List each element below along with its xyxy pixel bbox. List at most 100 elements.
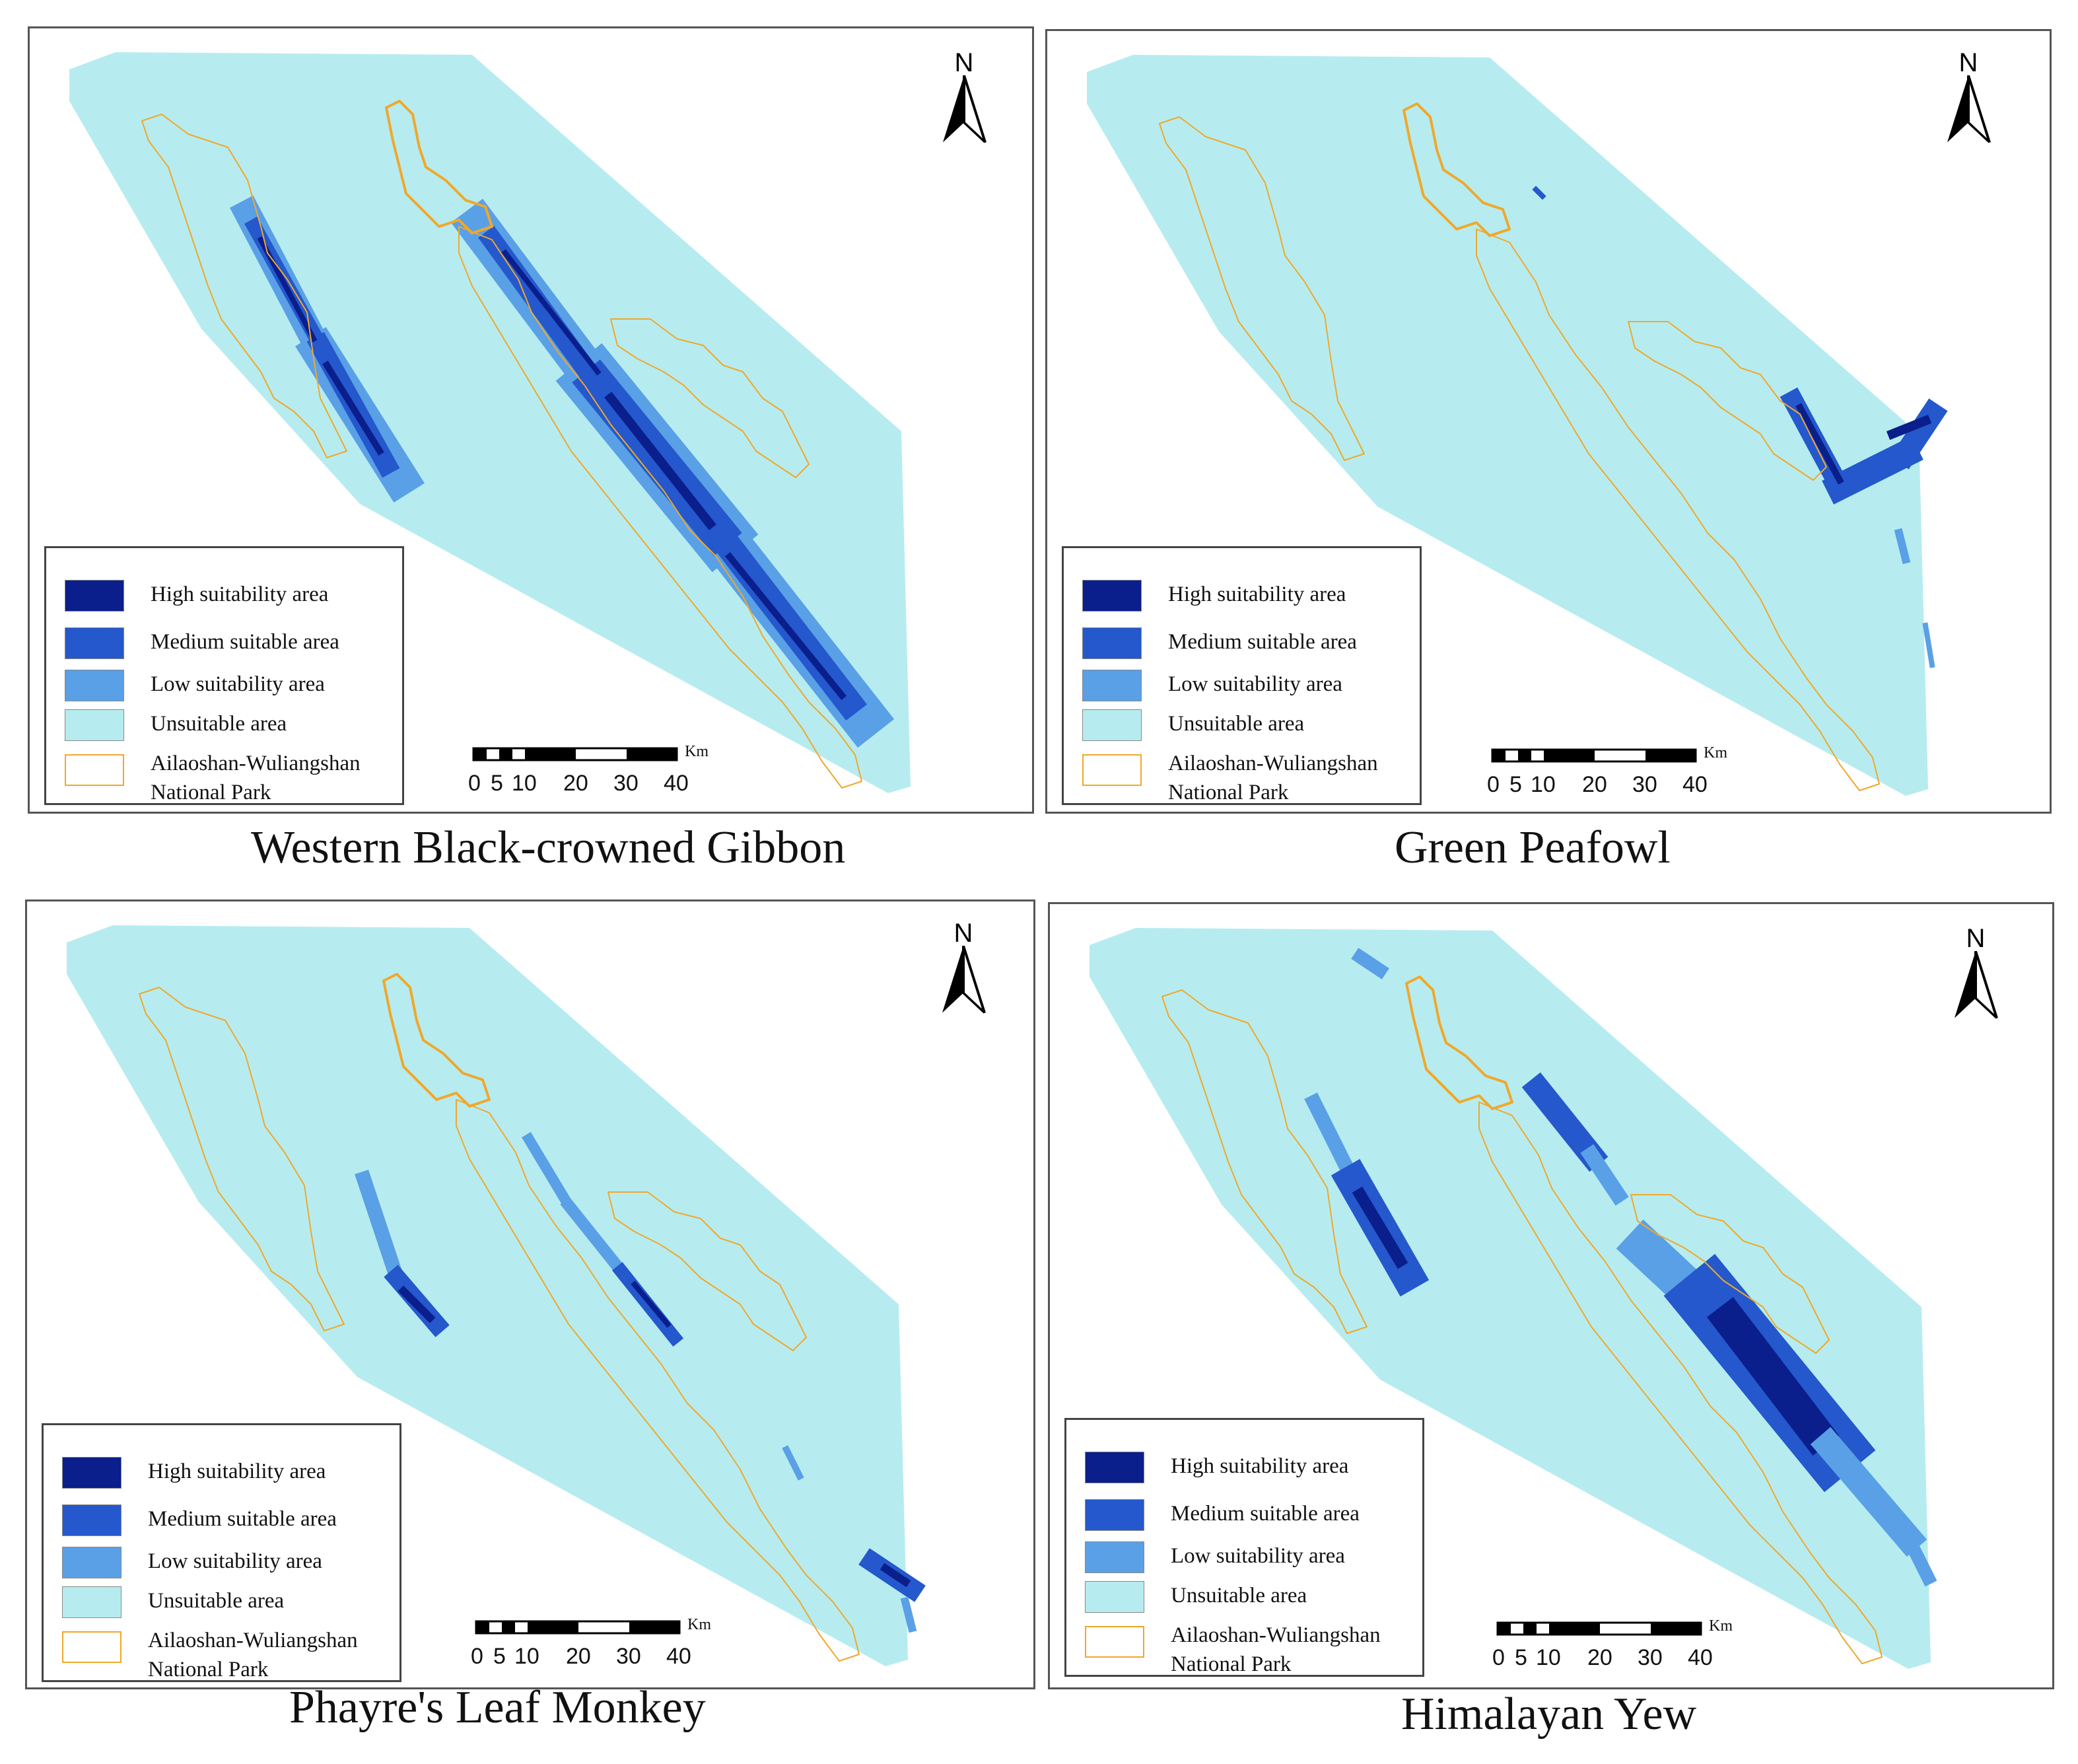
park-boundary [1478, 1102, 1883, 1664]
legend-label: Low suitability area [151, 672, 325, 696]
park-boundary [1628, 321, 1827, 481]
map-panel-peafowl: N Km 0 5 10 20 30 40 High suitability ar… [1045, 29, 2052, 814]
park-boundary [1476, 229, 1880, 791]
legend-swatch [1085, 1452, 1144, 1483]
park-boundary [610, 318, 810, 478]
scale-tick: 10 [512, 771, 537, 796]
legend: High suitability area Medium suitable are… [42, 1423, 401, 1682]
scale-bar: Km 0 5 10 20 30 40 [1492, 1617, 1774, 1674]
park-boundary [458, 226, 862, 789]
legend-label: High suitability area [1171, 1454, 1349, 1478]
legend-label: Medium suitable area [1168, 630, 1357, 654]
north-label: N [953, 919, 973, 948]
study-area [67, 925, 908, 1666]
scale-tick: 5 [491, 771, 503, 796]
scale-tick: 30 [1632, 772, 1657, 797]
scale-bar: Km 0 5 10 20 30 40 [471, 1616, 752, 1673]
legend-label: Unsuitable area [1171, 1584, 1307, 1607]
legend-swatch [1085, 1499, 1144, 1531]
legend-label: High suitability area [151, 582, 329, 606]
legend-swatch [1082, 709, 1142, 741]
north-label: N [1966, 924, 1986, 953]
scale-tick: 10 [1531, 772, 1556, 797]
legend-swatch [1082, 627, 1142, 659]
scale-bar-graphic [1491, 748, 1697, 763]
legend-swatch [1082, 580, 1142, 612]
legend-swatch [62, 1631, 121, 1663]
map-panel-yew: N Km 0 5 10 20 30 40 High suitability ar… [1048, 902, 2054, 1689]
scale-tick: 40 [1688, 1645, 1713, 1670]
map-canvas [1090, 928, 1937, 1669]
legend-label: Medium suitable area [151, 630, 339, 654]
legend-label: Ailaoshan-Wuliangshan National Park [148, 1626, 358, 1684]
map-canvas [67, 925, 926, 1666]
panel-caption: Himalayan Yew [1401, 1689, 1697, 1740]
legend: High suitability area Medium suitable are… [1062, 546, 1422, 805]
legend-label: Ailaoshan-Wuliangshan National Park [151, 749, 361, 807]
legend-label: Medium suitable area [148, 1507, 337, 1531]
legend-swatch [62, 1457, 121, 1489]
legend: High suitability area Medium suitable are… [44, 546, 404, 805]
scale-unit: Km [1709, 1617, 1733, 1635]
suitability-patch [355, 1170, 406, 1287]
legend-swatch [1085, 1581, 1144, 1613]
study-area [1090, 928, 1931, 1669]
legend-label: Low suitability area [148, 1549, 322, 1573]
study-area [1087, 55, 1928, 796]
suitability-patch [782, 1445, 804, 1481]
suitability-patch [1532, 186, 1546, 200]
scale-tick: 5 [1515, 1645, 1527, 1670]
park-boundary [139, 987, 345, 1331]
suitability-patch [501, 249, 602, 376]
legend-label: Unsuitable area [151, 712, 287, 736]
legend-label: Low suitability area [1171, 1544, 1345, 1568]
legend-label: High suitability area [1168, 582, 1346, 606]
scale-bar-graphic [1496, 1621, 1702, 1636]
panel-caption: Green Peafowl [1395, 822, 1671, 873]
park-boundary [607, 1191, 807, 1351]
suitability-patch [1521, 1072, 1609, 1172]
scale-tick: 40 [666, 1644, 691, 1669]
legend-label: Unsuitable area [1168, 712, 1305, 736]
legend-label-line: National Park [148, 1658, 269, 1681]
north-arrow-icon [942, 945, 986, 1014]
park-boundary [1630, 1194, 1830, 1354]
scale-tick: 5 [493, 1644, 506, 1669]
suitability-patch [478, 226, 611, 399]
park-boundary [456, 1099, 860, 1662]
legend-label-line: Ailaoshan-Wuliangshan [1168, 752, 1378, 775]
park-boundary [1159, 116, 1365, 461]
park-boundary [1403, 102, 1511, 237]
legend-label: Unsuitable area [148, 1589, 285, 1613]
scale-tick: 0 [1487, 772, 1500, 797]
legend-swatch [1085, 1541, 1144, 1573]
park-boundary [385, 100, 493, 234]
scale-tick: 30 [616, 1644, 641, 1669]
suitability-patch [880, 1563, 911, 1588]
north-arrow-icon [1955, 950, 1998, 1019]
scale-bar-graphic [472, 747, 678, 761]
suitability-patch [1894, 528, 1911, 565]
scale-unit: Km [687, 1616, 711, 1633]
suitability-patch [1580, 1144, 1629, 1206]
suitability-patch [1899, 1529, 1937, 1587]
legend-label-line: Ailaoshan-Wuliangshan [151, 752, 361, 775]
scale-bar: Km 0 5 10 20 30 40 [468, 743, 749, 800]
legend-swatch [65, 754, 124, 786]
park-boundary [382, 973, 491, 1108]
park-boundary [1405, 975, 1513, 1110]
panel-caption: Western Black-crowned Gibbon [251, 822, 846, 873]
scale-unit: Km [1704, 744, 1727, 761]
scale-tick: 10 [514, 1644, 539, 1669]
suitability-patch [1922, 622, 1935, 668]
north-arrow: N [1942, 48, 1995, 147]
legend-label: Low suitability area [1168, 672, 1342, 696]
scale-tick: 20 [1582, 772, 1607, 797]
suitability-patch [604, 392, 716, 530]
legend-label: Medium suitable area [1171, 1502, 1360, 1526]
legend-label-line: National Park [151, 781, 271, 804]
scale-tick: 30 [1638, 1645, 1663, 1670]
legend-swatch [62, 1504, 121, 1536]
map-panel-gibbon: N Km 0 5 10 20 30 40 High suitability ar… [28, 26, 1034, 814]
suitability-patch [1706, 1296, 1840, 1456]
